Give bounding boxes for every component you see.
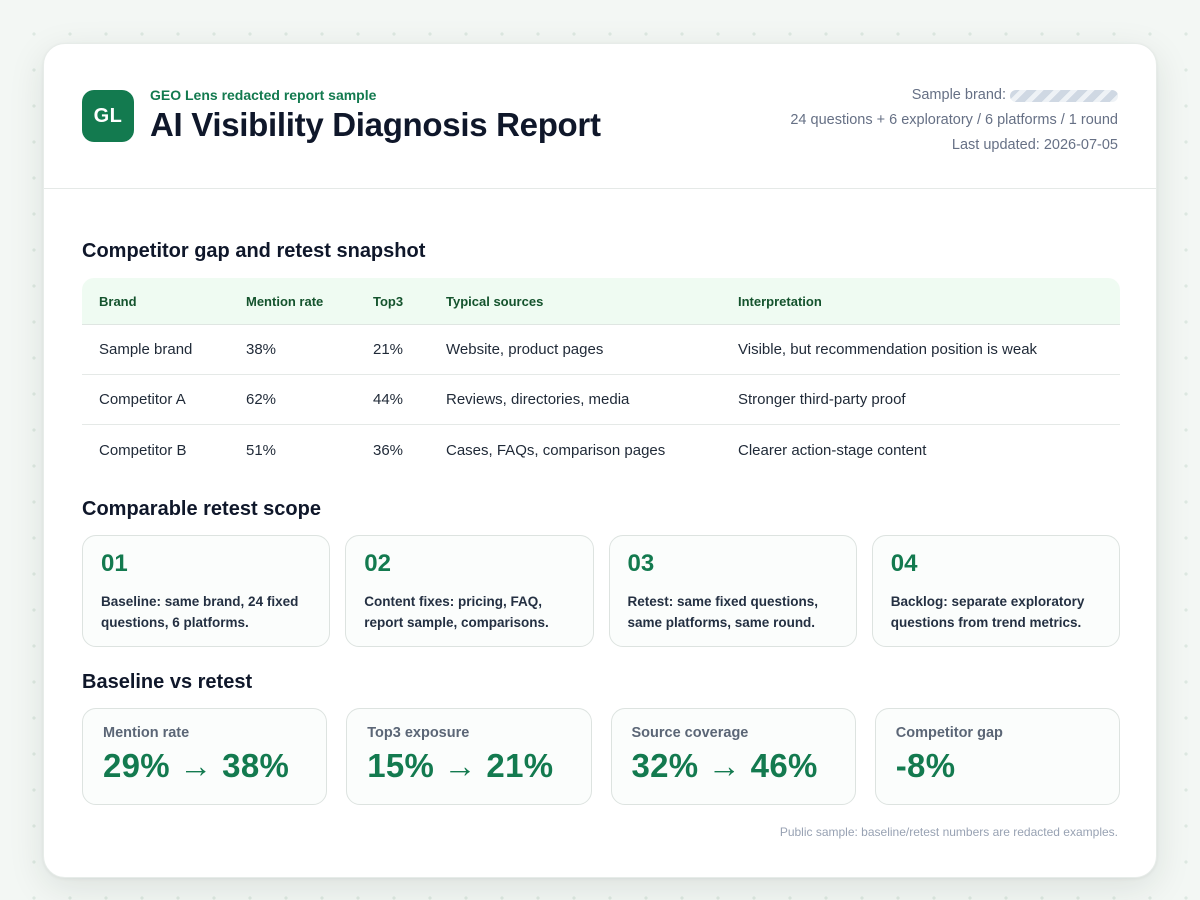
step-text: Backlog: separate exploratory questions … [890,594,1085,630]
table-cell: Clearer action-stage content [738,441,927,459]
table-row: Competitor A 62% 44% Reviews, directorie… [82,375,1120,425]
retest-metrics: Mention rate 29% → 38% Top3 exposure 15%… [82,708,1120,805]
brand-logo: GL [82,90,134,142]
column-header: Mention rate [246,293,324,309]
column-header: Brand [99,293,137,309]
table-header: Brand Mention rate Top3 Typical sources … [82,278,1120,325]
step-text: Retest: same fixed questions, same platf… [627,594,819,630]
column-header: Typical sources [446,293,544,309]
report-header: GL GEO Lens redacted report sample AI Vi… [44,44,1156,189]
metric-value: 15% → 21% [367,747,554,784]
column-header: Top3 [373,293,404,309]
metric-label: Competitor gap [895,725,1003,741]
metric-value: -8% [895,747,956,784]
table-cell: Website, product pages [446,341,604,358]
scope-line: 24 questions + 6 exploratory / 6 platfor… [790,112,1118,128]
step-text: Content fixes: pricing, FAQ, report samp… [364,594,549,630]
table-cell: Visible, but recommendation position is … [738,341,1038,358]
metric-card: Competitor gap -8% [874,708,1120,805]
report-eyebrow: GEO Lens redacted report sample [150,87,377,103]
step-number: 03 [627,550,655,577]
table-cell: 44% [373,391,404,408]
redacted-brand-bar [1010,89,1118,102]
step-number: 02 [364,550,391,577]
table-cell: Cases, FAQs, comparison pages [446,441,666,459]
sample-brand-row: Sample brand: [790,83,1118,108]
table-row: Sample brand 38% 21% Website, product pa… [82,325,1120,375]
metric-value: 32% → 46% [631,747,818,784]
table-row: Competitor B 51% 36% Cases, FAQs, compar… [82,425,1120,475]
metric-label: Top3 exposure [367,725,470,741]
step-card: 01 Baseline: same brand, 24 fixed questi… [82,535,331,647]
table-cell: 62% [246,391,277,408]
step-card: 04 Backlog: separate exploratory questio… [871,535,1120,647]
footnote: Public sample: baseline/retest numbers a… [779,825,1118,839]
step-number: 01 [101,550,128,577]
column-header: Interpretation [738,293,822,309]
metric-card: Top3 exposure 15% → 21% [346,708,592,805]
step-card: 02 Content fixes: pricing, FAQ, report s… [345,535,594,647]
table-cell: 21% [373,341,404,358]
retest-section-title: Baseline vs retest [82,671,253,693]
scope-section-title: Comparable retest scope [82,498,321,520]
competitor-section-title: Competitor gap and retest snapshot [82,240,426,262]
metric-label: Source coverage [631,725,749,741]
report-card: GL GEO Lens redacted report sample AI Vi… [43,43,1157,878]
step-card: 03 Retest: same fixed questions, same pl… [608,535,857,647]
metric-card: Mention rate 29% → 38% [82,708,328,805]
table-cell: 51% [246,441,277,459]
table-cell: 38% [246,341,277,358]
metric-card: Source coverage 32% → 46% [610,708,856,805]
sample-brand-label: Sample brand: [911,87,1006,103]
step-text: Baseline: same brand, 24 fixed questions… [101,594,299,630]
table-cell: Competitor B [99,441,187,459]
table-cell: Reviews, directories, media [446,391,630,408]
competitor-table: Brand Mention rate Top3 Typical sources … [82,278,1120,475]
table-cell: 36% [373,441,404,459]
scope-steps: 01 Baseline: same brand, 24 fixed questi… [82,535,1120,647]
metric-label: Mention rate [103,725,190,741]
last-updated: Last updated: 2026-07-05 [951,137,1118,153]
step-number: 04 [890,550,918,577]
table-cell: Stronger third-party proof [738,391,906,408]
metric-value: 29% → 38% [103,747,290,784]
table-cell: Sample brand [99,341,193,358]
page-title: AI Visibility Diagnosis Report [150,106,601,143]
report-meta: Sample brand: 24 questions + 6 explorato… [790,83,1118,158]
table-cell: Competitor A [99,391,186,408]
